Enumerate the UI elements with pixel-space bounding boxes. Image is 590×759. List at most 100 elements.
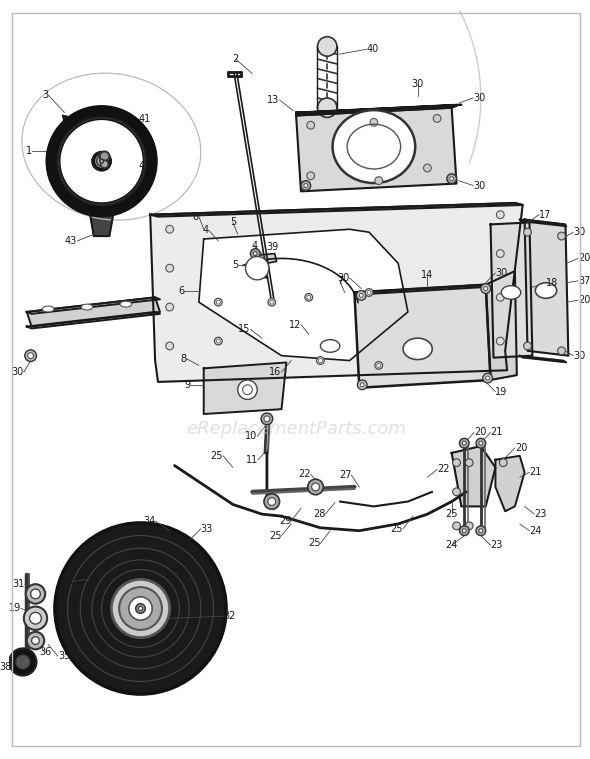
- Circle shape: [26, 584, 45, 603]
- Circle shape: [307, 172, 314, 180]
- Text: 33: 33: [201, 524, 213, 534]
- Polygon shape: [296, 108, 457, 191]
- Circle shape: [24, 606, 47, 630]
- Circle shape: [214, 337, 222, 345]
- Text: 17: 17: [539, 209, 552, 219]
- Text: 5: 5: [230, 218, 236, 228]
- Circle shape: [319, 358, 322, 363]
- Circle shape: [214, 298, 222, 306]
- Circle shape: [264, 494, 280, 509]
- Circle shape: [49, 109, 154, 214]
- Text: 30: 30: [573, 227, 585, 237]
- Circle shape: [136, 603, 145, 613]
- Circle shape: [466, 522, 473, 530]
- Circle shape: [139, 606, 142, 610]
- Circle shape: [453, 522, 460, 530]
- Circle shape: [479, 529, 483, 533]
- Circle shape: [496, 250, 504, 257]
- Circle shape: [28, 353, 34, 358]
- Text: 5: 5: [232, 260, 239, 270]
- Text: 15: 15: [238, 324, 250, 335]
- Circle shape: [307, 121, 314, 129]
- Circle shape: [268, 298, 276, 306]
- Text: 20: 20: [578, 295, 590, 305]
- Circle shape: [453, 458, 460, 467]
- Text: 30: 30: [573, 351, 585, 361]
- Text: 24: 24: [445, 540, 458, 550]
- Circle shape: [250, 249, 260, 258]
- Circle shape: [486, 376, 490, 380]
- Text: eReplacementParts.com: eReplacementParts.com: [186, 420, 406, 438]
- Ellipse shape: [81, 304, 93, 310]
- Text: 25: 25: [445, 509, 458, 519]
- Circle shape: [9, 648, 37, 676]
- Circle shape: [166, 303, 173, 311]
- Circle shape: [166, 225, 173, 233]
- Circle shape: [16, 655, 30, 669]
- Polygon shape: [27, 298, 160, 326]
- Text: 24: 24: [529, 526, 542, 536]
- Polygon shape: [63, 115, 82, 128]
- Circle shape: [317, 98, 337, 118]
- Text: 30: 30: [337, 273, 349, 283]
- Polygon shape: [525, 219, 568, 356]
- Circle shape: [499, 458, 507, 467]
- Circle shape: [307, 295, 311, 299]
- Text: 25: 25: [211, 451, 223, 461]
- Text: 36: 36: [39, 647, 51, 657]
- Circle shape: [558, 347, 565, 354]
- Circle shape: [375, 361, 383, 370]
- Polygon shape: [204, 363, 286, 414]
- Circle shape: [264, 416, 270, 422]
- Circle shape: [365, 288, 373, 296]
- Circle shape: [359, 294, 363, 298]
- Circle shape: [317, 36, 337, 56]
- Polygon shape: [27, 298, 160, 314]
- Text: 28: 28: [313, 509, 325, 519]
- Circle shape: [301, 181, 311, 191]
- Polygon shape: [199, 229, 408, 361]
- Polygon shape: [486, 271, 517, 380]
- Text: 19: 19: [496, 386, 507, 397]
- Circle shape: [166, 342, 173, 350]
- Text: 12: 12: [289, 320, 301, 329]
- Text: 31: 31: [62, 576, 74, 586]
- Circle shape: [496, 337, 504, 345]
- Polygon shape: [255, 254, 277, 278]
- Circle shape: [238, 380, 257, 399]
- Polygon shape: [452, 446, 496, 506]
- Polygon shape: [90, 214, 113, 236]
- Polygon shape: [355, 285, 490, 294]
- Circle shape: [424, 164, 431, 172]
- Text: 1: 1: [25, 146, 32, 156]
- Text: 25: 25: [308, 538, 320, 548]
- Circle shape: [129, 597, 152, 620]
- Circle shape: [100, 152, 109, 161]
- Circle shape: [312, 483, 319, 491]
- Text: 10: 10: [245, 431, 257, 442]
- Text: 22: 22: [298, 469, 311, 480]
- Text: 20: 20: [578, 254, 590, 263]
- Circle shape: [460, 439, 469, 448]
- Ellipse shape: [535, 283, 557, 298]
- Polygon shape: [496, 456, 525, 512]
- Circle shape: [358, 380, 367, 389]
- Text: 6: 6: [193, 212, 199, 222]
- Polygon shape: [490, 222, 532, 357]
- Circle shape: [447, 174, 457, 184]
- Circle shape: [60, 119, 143, 203]
- Circle shape: [27, 631, 44, 650]
- Circle shape: [55, 523, 226, 694]
- Circle shape: [558, 232, 565, 240]
- Circle shape: [305, 294, 313, 301]
- Ellipse shape: [333, 110, 415, 183]
- Circle shape: [166, 264, 173, 272]
- Text: 30: 30: [496, 268, 507, 278]
- Circle shape: [466, 458, 473, 467]
- Circle shape: [304, 184, 308, 187]
- Polygon shape: [520, 219, 566, 226]
- Text: 4: 4: [251, 241, 257, 250]
- Circle shape: [370, 118, 378, 126]
- Circle shape: [308, 479, 323, 495]
- Ellipse shape: [403, 339, 432, 360]
